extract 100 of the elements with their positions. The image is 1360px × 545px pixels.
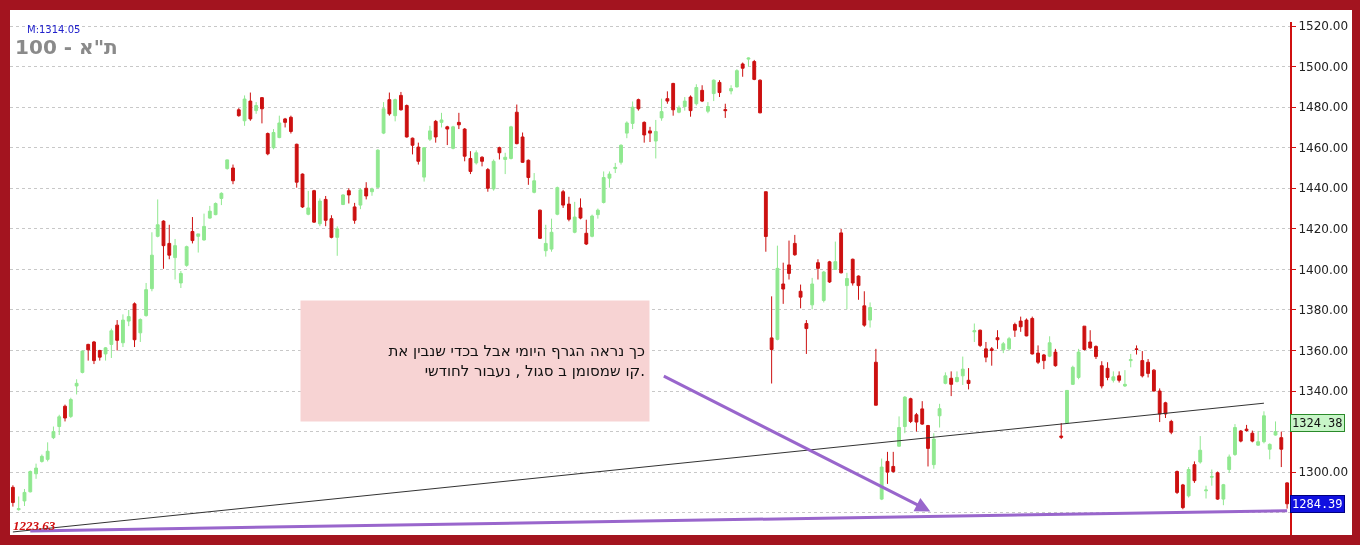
candlestick (1198, 435, 1203, 465)
y-tick-label: 1380.00 (1298, 303, 1349, 318)
y-tick-label: 1480.00 (1298, 100, 1349, 115)
candlestick (798, 284, 803, 309)
annotation: M:1314.05 (27, 24, 81, 35)
candlestick (1076, 348, 1081, 380)
candlestick (28, 470, 33, 493)
candlestick (653, 119, 658, 159)
y-tick-label: 1460.00 (1298, 140, 1349, 155)
candlestick (132, 301, 137, 348)
candlestick (873, 348, 878, 406)
candlestick (80, 349, 85, 374)
candlestick (213, 201, 218, 216)
candlestick (595, 208, 600, 220)
candlestick (242, 94, 247, 127)
candlestick (1186, 466, 1191, 498)
annotation: כך נראה הגרף היומי אבל בכדי שנבין את קו שמסומן ב סגול , נעבור לחודשי. (388, 342, 645, 380)
candlestick (480, 155, 484, 167)
text: 1284.39 (1292, 497, 1343, 511)
candlestick (839, 228, 844, 274)
candlestick (769, 295, 774, 385)
candlestick (555, 186, 560, 216)
candlestick (103, 346, 108, 362)
candlestick (532, 172, 537, 194)
candlestick (1151, 368, 1156, 393)
candlestick (781, 262, 786, 305)
candlestick (926, 424, 930, 467)
candlestick (1192, 460, 1197, 484)
candlestick (1209, 469, 1214, 487)
candlestick (821, 270, 826, 303)
candlestick (126, 309, 131, 327)
candlestick (920, 400, 925, 426)
candlestick (178, 270, 183, 289)
candlestick (219, 191, 224, 206)
candlestick (960, 356, 965, 386)
candlestick (1140, 350, 1145, 378)
candlestick (346, 187, 351, 204)
candlestick (51, 426, 56, 440)
candlestick (630, 100, 635, 130)
candlestick (1215, 471, 1220, 501)
candlestick (619, 143, 623, 166)
candlestick (648, 126, 652, 143)
candlestick (207, 205, 212, 220)
candlestick (636, 98, 641, 112)
candlestick (931, 432, 936, 470)
candlestick (381, 101, 386, 135)
candlestick (1204, 485, 1208, 499)
candlestick (590, 214, 594, 238)
candlestick (711, 78, 716, 102)
candlestick (497, 146, 502, 160)
y-tick-label: 1360.00 (1298, 343, 1349, 358)
candlestick (1175, 470, 1179, 495)
candlestick (578, 197, 583, 220)
candlestick (265, 132, 270, 156)
candlestick (1227, 454, 1232, 474)
candlestick (792, 234, 797, 257)
annotation: 1223.63 (13, 518, 56, 533)
candlestick (34, 463, 38, 480)
candlestick (972, 323, 977, 343)
candlestick (115, 319, 120, 351)
candlestick (1117, 370, 1122, 384)
candlestick (399, 91, 403, 112)
candlestick (978, 329, 983, 348)
candlestick (984, 341, 988, 363)
candlestick (572, 201, 577, 234)
candlestick (1088, 329, 1093, 350)
candlestick (734, 68, 739, 88)
candlestick (254, 101, 259, 115)
candlestick (955, 370, 959, 384)
candlestick (491, 158, 496, 192)
candlestick (642, 120, 647, 144)
candlestick (416, 142, 421, 166)
candlestick (989, 346, 994, 367)
note-box: כך נראה הגרף היומי אבל בכדי שנבין את קו שמסומן ב סגול , נעבור לחודשי. (300, 300, 650, 422)
candlestick (584, 219, 589, 246)
candlestick (149, 231, 154, 292)
y-tick-label: 1500.00 (1298, 59, 1349, 74)
candlestick (1012, 322, 1017, 338)
y-tick-label: 1440.00 (1298, 181, 1349, 196)
y-tick-label: 1400.00 (1298, 262, 1349, 277)
candlestick (758, 78, 762, 114)
candlestick (248, 92, 253, 122)
candlestick (804, 319, 809, 355)
candlestick (39, 454, 44, 464)
candlestick (427, 125, 432, 142)
candlestick (862, 290, 867, 328)
candlestick (1128, 353, 1133, 368)
candlestick (1047, 335, 1052, 358)
candlestick (1267, 442, 1272, 460)
candlestick (1001, 341, 1006, 354)
candlestick (816, 258, 820, 281)
candlestick (1082, 325, 1087, 351)
candlestick (462, 127, 467, 162)
candlestick (404, 104, 409, 139)
candlestick (97, 349, 102, 362)
candlestick (341, 193, 345, 206)
candlestick (68, 397, 73, 419)
candlestick (45, 441, 50, 462)
candlestick (1041, 353, 1046, 370)
candlestick (677, 105, 681, 114)
